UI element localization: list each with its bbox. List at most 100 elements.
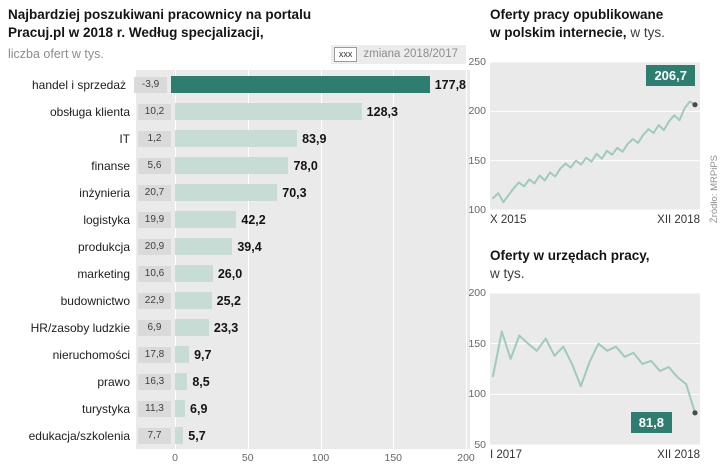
bar-gridline [175,70,176,450]
bar-value-label: 78,0 [293,158,318,173]
bar-x-tick-label: 100 [311,452,330,465]
bar-row: edukacja/szkolenia 7,7 5,7 [8,422,466,449]
y-tick-label: 100 [468,204,486,216]
bar-category-label: nieruchomości [52,347,130,362]
line-chart-canvas [490,293,700,445]
bar-change-value: 5,6 [138,157,171,174]
bar-gridline [247,70,249,450]
internet-x-end-label: XII 2018 [657,214,700,226]
bar-category-label: inżynieria [79,185,130,200]
chart-title-line2: Pracuj.pl w 2018 r. Według specjalizacji… [8,24,264,40]
offices-chart-title: Oferty w urzędach pracy, w tys. [490,247,712,283]
bar-x-axis: 0 50 100 150 200 [136,452,475,466]
bar-value-label: 26,0 [217,266,243,281]
offices-chart-title-line1: Oferty w urzędach pracy, [490,248,650,263]
chart-title: Najbardziej poszukiwani pracownicy na po… [8,6,466,41]
internet-chart-title: Oferty pracy opublikowane w polskim inte… [490,6,712,42]
internet-value-badge: 206,7 [646,65,695,86]
line-end-dot [692,410,698,416]
bar-change-value: 22,9 [138,292,171,309]
bar [175,400,186,418]
bar-change-value: 17,8 [138,346,171,363]
bar-row: budownictwo 22,9 25,2 [8,287,466,314]
y-tick-label: 100 [468,388,486,401]
internet-x-axis: X 2015 XII 2018 [490,214,700,226]
bar-change-value: 1,2 [138,130,171,147]
legend: xxx zmiana 2018/2017 [330,44,466,64]
bar-value-label: 128,3 [366,104,398,119]
bar-value-label: 23,3 [213,320,239,335]
bar [175,103,362,121]
bar-x-tick-label: 0 [172,452,178,465]
bar-row: produkcja 20,9 39,4 [8,233,466,260]
bar-value-label: 6,9 [190,401,208,416]
bar-chart-section: Najbardziej poszukiwani pracownicy na po… [8,6,475,472]
bar-x-tick-label: 50 [241,452,254,465]
bar-value-label: 42,2 [241,212,266,227]
bar-value-label: 70,3 [282,185,307,200]
bar-change-value: 20,9 [138,238,171,255]
y-tick-label: 200 [468,105,486,118]
bar-change-value: 7,7 [138,427,171,444]
bar [175,265,213,283]
bar-value-label: 5,7 [188,428,206,443]
bar-category-label: logistyka [83,212,130,227]
bar-value-label: 9,7 [194,347,212,362]
bar-gridline [393,70,395,450]
bar [175,238,233,256]
bar-gridline [466,70,467,450]
bar-row: inżynieria 20,7 70,3 [8,179,466,206]
bar-row: nieruchomości 17,8 9,7 [8,341,466,368]
bar-category-label: turystyka [81,401,130,416]
bar-row: logistyka 19,9 42,2 [8,206,466,233]
offices-x-start-label: I 2017 [490,449,522,461]
chart-subtitle: liczba ofert w tys. [8,47,104,62]
bar [175,319,209,337]
bar-row: handel i sprzedaż -3,9 177,8 [8,71,466,98]
internet-x-start-label: X 2015 [490,214,527,226]
bar-row: prawo 16,3 8,5 [8,368,466,395]
chart-subtitle-row: liczba ofert w tys. xxx zmiana 2018/2017 [8,44,466,64]
bar-category-label: HR/zasoby ludzkie [30,320,130,335]
bar [175,292,212,310]
line-chart-canvas [490,62,700,210]
bar-change-value: 20,7 [138,184,171,201]
internet-chart-title-line2: w polskim internecie, [490,25,627,41]
bar [175,184,278,202]
bar-gridline [320,70,322,450]
offices-x-axis: I 2017 XII 2018 [490,449,700,461]
bar [175,211,237,229]
bar-change-value: 10,2 [138,103,171,120]
bar-category-label: finanse [91,158,130,173]
bar-value-label: 83,9 [302,131,327,146]
bar-row: turystyka 11,3 6,9 [8,395,466,422]
bar [171,76,430,94]
bar-value-label: 8,5 [192,374,210,389]
line-end-dot [692,102,698,108]
y-tick-label: 150 [468,337,486,350]
bar-x-tick-label: 150 [384,452,403,465]
bar-change-value: -3,9 [134,76,168,93]
bar-row: marketing 10,6 26,0 [8,260,466,287]
bar [175,130,298,148]
bar-value-label: 39,4 [237,239,262,254]
internet-plot: 206,7 250 200 150 100 [468,56,700,216]
bar-change-value: 10,6 [138,265,171,282]
bar-x-tick-label: 200 [457,452,475,465]
bar-rows: handel i sprzedaż -3,9 177,8 obsługa klient… [8,70,466,449]
bar-category-label: produkcja [77,239,130,254]
bar-row: obsługa klienta 10,2 128,3 [8,98,466,125]
offices-chart-title-unit: w tys. [490,266,525,282]
source-credit: Źródło: MRPiPS [709,155,720,224]
bar-category-label: marketing [77,266,130,281]
bar-change-value: 16,3 [138,373,171,390]
legend-sample-box: xxx [333,46,358,62]
bar-category-label: edukacja/szkolenia [28,428,130,443]
bar-value-label: 25,2 [216,293,241,308]
y-tick-label: 250 [468,56,486,68]
bar-change-value: 19,9 [138,211,171,228]
bar-row: finanse 5,6 78,0 [8,152,466,179]
bar-category-label: handel i sprzedaż [31,77,127,92]
bar-category-label: IT [119,131,130,146]
